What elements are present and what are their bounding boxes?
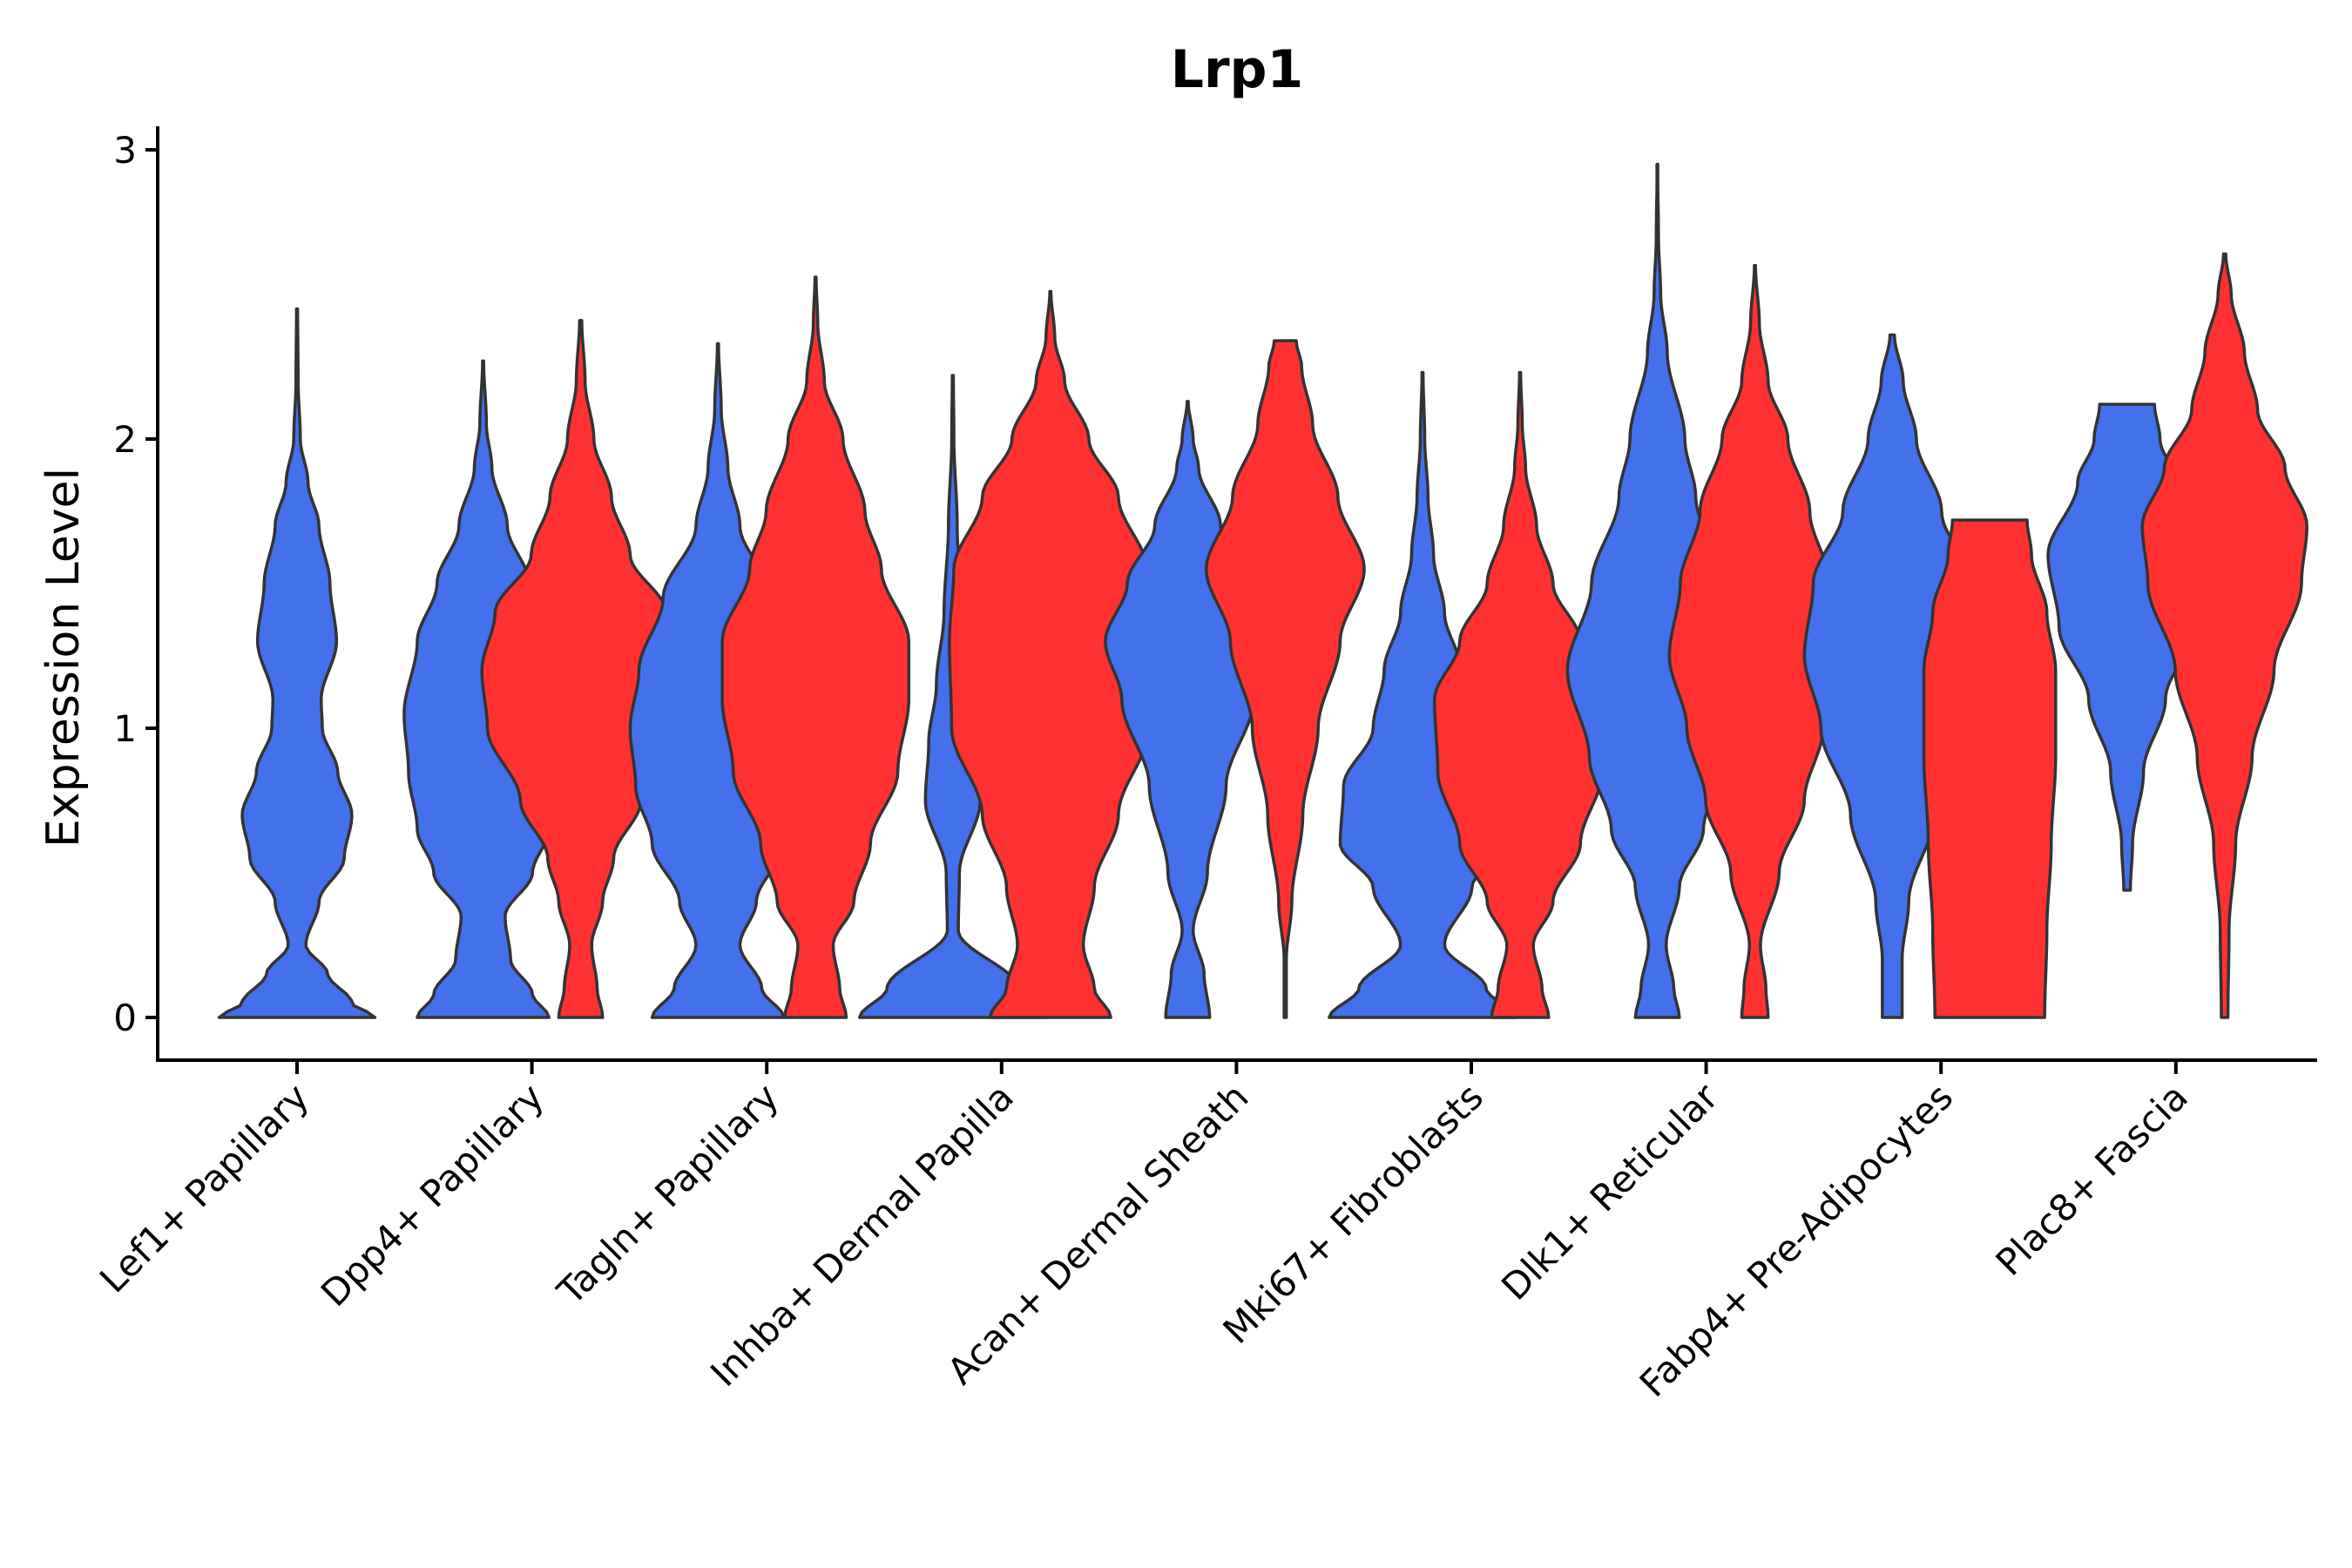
x-tick-label: Dpp4+ Papillary <box>313 1075 552 1315</box>
x-tick-label: Tagln+ Papillary <box>549 1075 787 1313</box>
x-tick-label: Mki67+ Fibroblasts <box>1215 1075 1491 1351</box>
violin-acan-dermal-sheath-b <box>1205 339 1366 1019</box>
y-axis-label: Expression Level <box>37 468 90 848</box>
chart-title: Lrp1 <box>1171 39 1304 100</box>
violin-layer <box>217 162 2309 1019</box>
violin-inhba-dermal-papilla-b <box>948 289 1153 1019</box>
violin-plac8-fascia-b <box>2140 252 2309 1019</box>
y-tick-label: 1 <box>113 707 137 750</box>
violin-mki67-fibroblasts-b <box>1432 370 1608 1019</box>
y-tick-label: 3 <box>113 129 137 172</box>
violin-lef1-papillary-a <box>217 307 377 1019</box>
x-tick-label: Plac8+ Fascia <box>1988 1075 2196 1283</box>
y-ticks: 0 1 2 3 <box>113 129 158 1039</box>
violin-tagln-papillary-b <box>720 275 911 1019</box>
x-tick-label: Lef1+ Papillary <box>91 1075 317 1301</box>
violin-fabp4-pre-adipocytes-b <box>1922 518 2058 1019</box>
y-tick-label: 0 <box>113 997 137 1039</box>
y-tick-label: 2 <box>113 418 137 461</box>
x-tick-label: Dlk1+ Reticular <box>1493 1075 1727 1308</box>
violin-dlk1-reticular-b <box>1667 264 1842 1019</box>
